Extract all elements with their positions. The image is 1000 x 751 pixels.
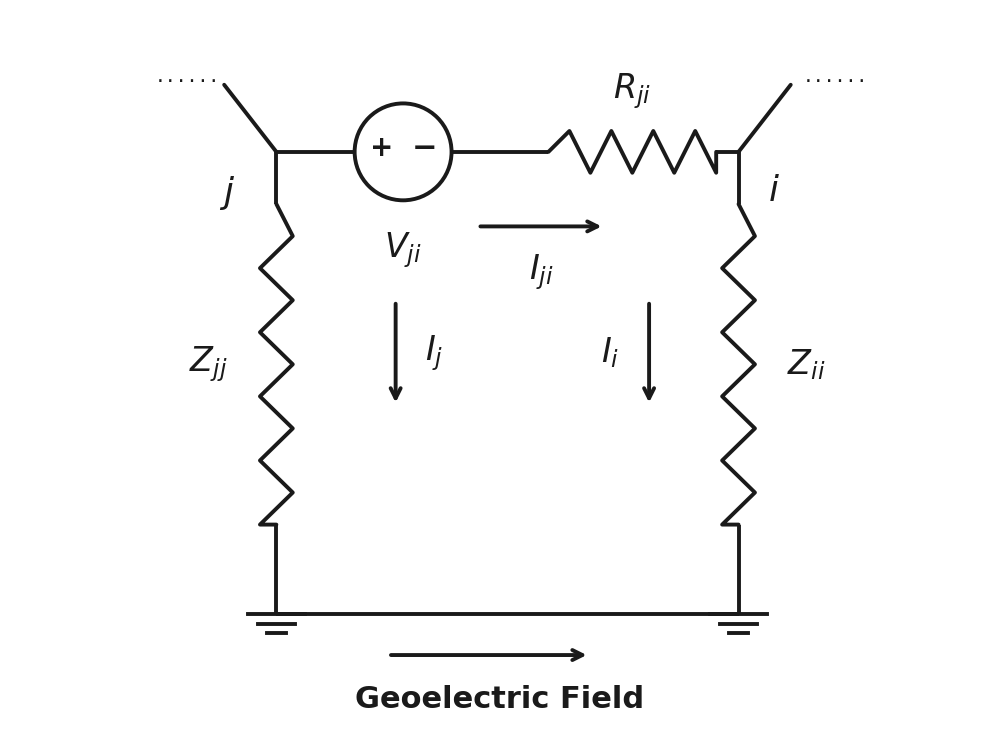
Text: $Z_{jj}$: $Z_{jj}$ xyxy=(189,345,228,385)
Text: $I_{ji}$: $I_{ji}$ xyxy=(529,252,553,292)
Text: $V_{ji}$: $V_{ji}$ xyxy=(384,230,422,270)
Text: $I_{i}$: $I_{i}$ xyxy=(601,336,619,370)
Text: $Z_{ii}$: $Z_{ii}$ xyxy=(787,347,825,382)
Text: ......: ...... xyxy=(803,68,868,86)
Text: $R_{ji}$: $R_{ji}$ xyxy=(613,71,651,111)
Text: Geoelectric Field: Geoelectric Field xyxy=(355,685,645,714)
Text: +: + xyxy=(370,134,393,162)
Text: $j$: $j$ xyxy=(219,174,235,213)
Text: $I_{j}$: $I_{j}$ xyxy=(425,333,444,373)
Text: −: − xyxy=(412,134,438,163)
Text: ......: ...... xyxy=(154,68,220,86)
Text: $i$: $i$ xyxy=(768,174,780,208)
